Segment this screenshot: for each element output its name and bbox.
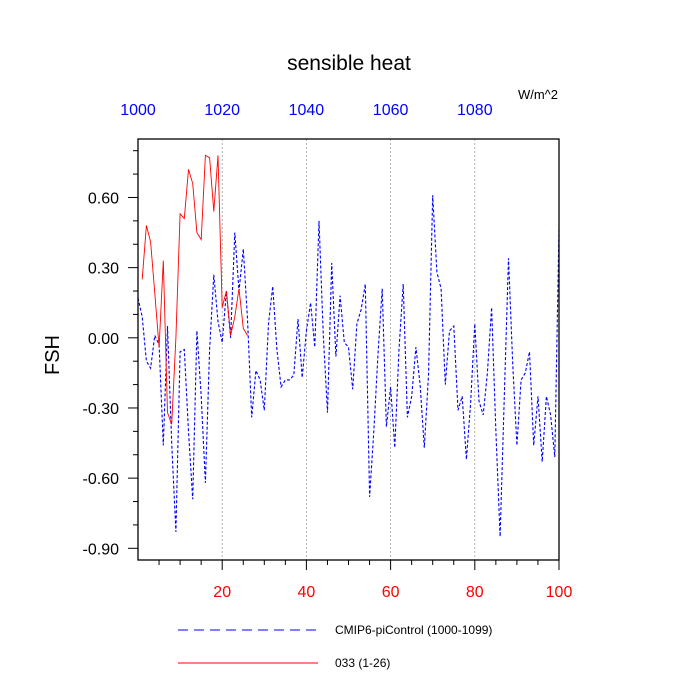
y-tick-label-2: 0.00 — [88, 331, 119, 348]
series-line-1 — [141, 154, 248, 425]
y-tick-label-1: 0.30 — [88, 261, 119, 278]
x-tick-label-0: 20 — [213, 584, 231, 601]
legend-label-033: 033 (1-26) — [335, 656, 390, 670]
top-tick-label-1: 1020 — [204, 102, 240, 119]
top-tick-label-2: 1040 — [289, 102, 325, 119]
x-tick-label-4: 100 — [546, 584, 573, 601]
series-line-0 — [138, 195, 559, 537]
series-layer — [138, 154, 559, 537]
top-tick-label-3: 1060 — [373, 102, 409, 119]
y-tick-label-0: 0.60 — [88, 190, 119, 207]
top-tick-label-4: 1080 — [457, 102, 493, 119]
legend-label-piControl: CMIP6-piControl (1000-1099) — [335, 623, 492, 637]
y-tick-label-3: -0.30 — [83, 401, 120, 418]
y-tick-label-4: -0.60 — [83, 471, 120, 488]
x-tick-label-3: 80 — [466, 584, 484, 601]
units-label: W/m^2 — [518, 87, 558, 102]
y-axis-label: FSH — [42, 335, 64, 375]
x-tick-label-2: 60 — [382, 584, 400, 601]
chart-title: sensible heat — [287, 52, 411, 75]
y-tick-label-5: -0.90 — [83, 541, 120, 558]
axes: 20 40 60 80 100 1000 1020 1040 1060 1080 0.60 0.30 0… — [83, 102, 573, 601]
top-tick-label-0: 1000 — [120, 102, 156, 119]
x-tick-label-1: 40 — [298, 584, 316, 601]
legend: CMIP6-piControl (1000-1099) 033 (1-26) — [178, 623, 492, 670]
